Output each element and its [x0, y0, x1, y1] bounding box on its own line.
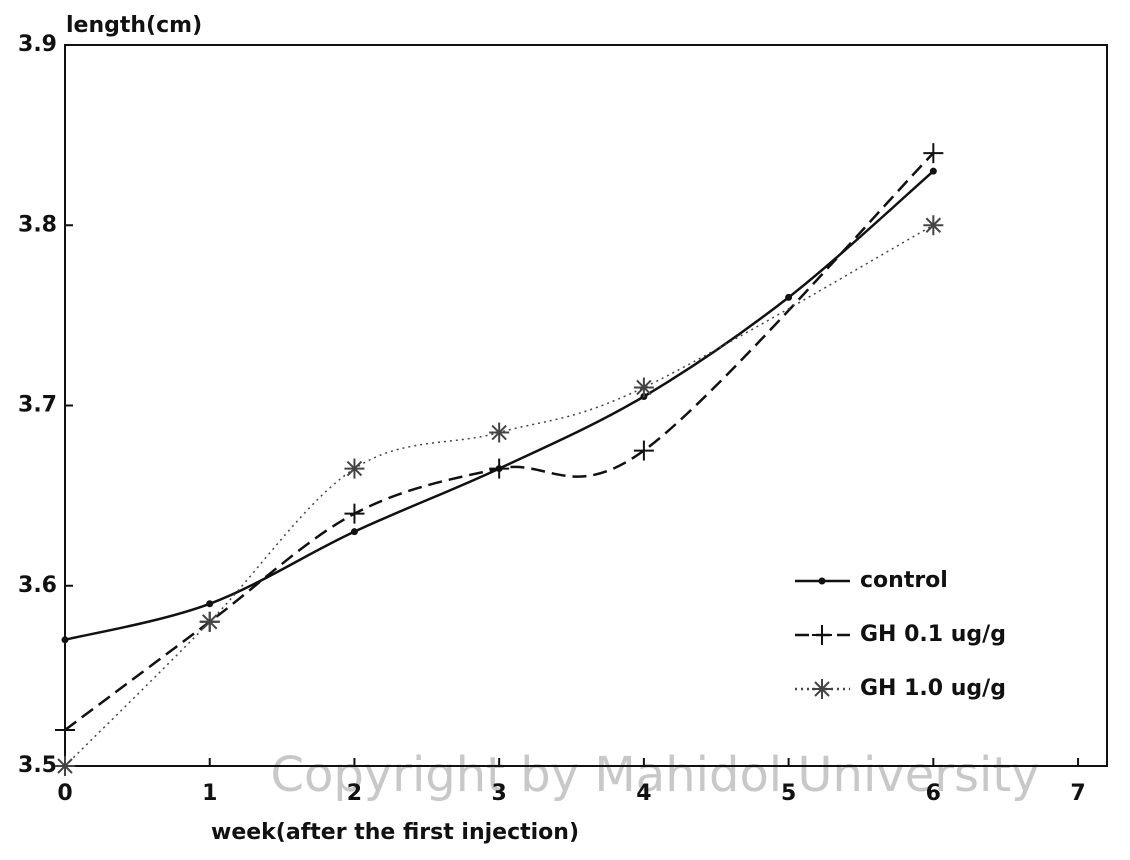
y-tick-label: 3.9	[18, 32, 57, 57]
series-line	[64, 224, 934, 767]
marker	[633, 440, 654, 461]
marker-dot	[929, 167, 937, 175]
marker	[344, 503, 365, 524]
marker	[818, 577, 826, 585]
marker	[199, 611, 220, 632]
plot-frame	[64, 44, 1108, 767]
marker	[206, 600, 214, 608]
y-tick-label: 3.5	[18, 753, 57, 778]
marker-dot	[818, 577, 826, 585]
series-line	[64, 152, 935, 731]
marker-stroke	[814, 681, 830, 697]
y-tick-label: 3.8	[18, 212, 57, 237]
x-tick-label: 2	[347, 781, 362, 806]
marker-stroke	[491, 424, 507, 441]
marker	[923, 215, 944, 236]
legend-label: GH 1.0 ug/g	[860, 676, 1006, 701]
marker-dot	[206, 600, 214, 608]
marker	[350, 528, 358, 536]
legend-label: control	[860, 568, 948, 593]
marker	[61, 636, 69, 644]
marker	[55, 756, 75, 776]
marker	[812, 625, 832, 645]
marker	[785, 293, 793, 301]
marker	[55, 719, 75, 740]
series-line	[64, 170, 935, 642]
x-tick-label: 5	[781, 781, 796, 806]
marker-stroke	[346, 460, 363, 477]
marker	[923, 143, 944, 164]
marker	[489, 422, 510, 443]
x-tick-label: 7	[1070, 781, 1085, 806]
marker	[344, 458, 365, 479]
marker-dot	[61, 636, 69, 644]
x-axis-label: week(after the first injection)	[211, 820, 579, 845]
marker	[929, 167, 937, 175]
y-axis-label: length(cm)	[66, 13, 202, 38]
marker	[633, 377, 654, 398]
x-tick-label: 0	[57, 781, 72, 806]
marker-stroke	[57, 758, 73, 774]
y-tick-label: 3.6	[18, 573, 57, 598]
marker-dot	[350, 528, 358, 536]
x-tick-label: 4	[636, 781, 651, 806]
marker-stroke	[202, 614, 218, 630]
x-tick-label: 1	[202, 781, 217, 806]
marker	[489, 458, 510, 479]
legend-label: GH 0.1 ug/g	[860, 622, 1006, 647]
marker-stroke	[636, 379, 652, 396]
marker-stroke	[925, 217, 942, 233]
marker-dot	[785, 293, 793, 301]
y-tick-label: 3.7	[18, 393, 57, 418]
x-tick-label: 6	[926, 781, 941, 806]
x-tick-label: 3	[492, 781, 507, 806]
watermark: Copyright by Mahidol University	[270, 747, 1039, 803]
marker	[812, 679, 832, 699]
